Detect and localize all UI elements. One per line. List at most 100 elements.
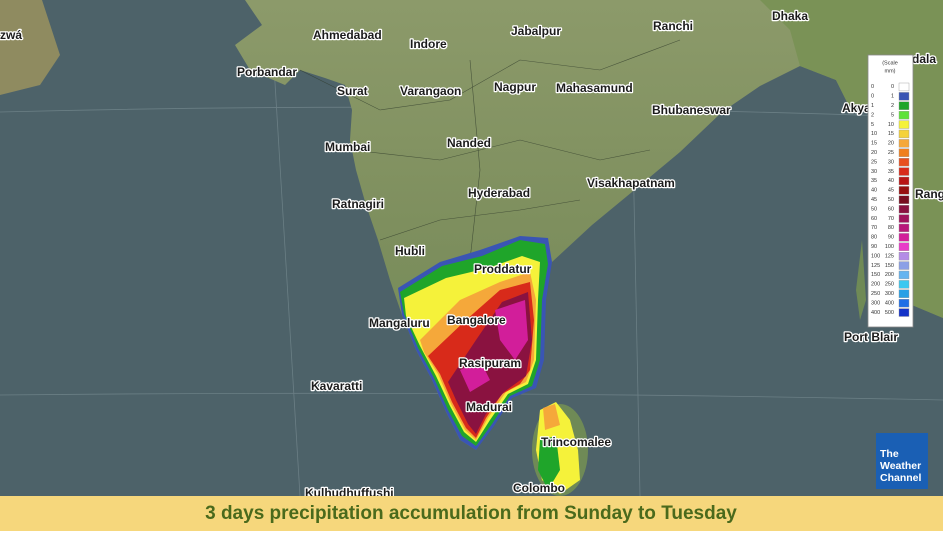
legend-swatch xyxy=(898,242,910,251)
legend-to: 40 xyxy=(888,178,894,184)
city-label: Jabalpur xyxy=(511,24,561,38)
legend-swatch xyxy=(898,261,910,270)
legend-swatch xyxy=(898,186,910,195)
legend-swatch xyxy=(898,251,910,261)
city-label: dala xyxy=(912,52,936,66)
legend-from: 10 xyxy=(871,131,877,137)
city-label: Ratnagiri xyxy=(332,197,384,211)
legend-to: 15 xyxy=(888,131,894,137)
legend-from: 125 xyxy=(871,263,880,269)
legend-from: 0 xyxy=(871,84,874,90)
legend-swatch xyxy=(898,308,910,317)
legend-to: 25 xyxy=(888,150,894,156)
legend-from: 50 xyxy=(871,206,877,212)
legend-from: 0 xyxy=(871,94,874,100)
legend-swatch xyxy=(898,214,910,223)
legend-swatch xyxy=(898,299,910,308)
logo: The Weather Channel xyxy=(876,433,928,489)
city-label: Porbandar xyxy=(237,65,297,79)
legend-title: (Scale xyxy=(882,60,898,66)
legend-from: 80 xyxy=(871,235,877,241)
legend-from: 90 xyxy=(871,244,877,250)
legend-to: 10 xyxy=(888,122,894,128)
legend-from: 60 xyxy=(871,216,877,222)
legend-to: 30 xyxy=(888,159,894,165)
legend-from: 5 xyxy=(871,122,874,128)
city-label: Dhaka xyxy=(772,9,808,23)
legend-swatch xyxy=(898,120,910,129)
legend-from: 40 xyxy=(871,188,877,194)
legend-from: 45 xyxy=(871,197,877,203)
city-label: Indore xyxy=(410,37,447,51)
city-label: Bangalore xyxy=(447,313,506,327)
legend-swatch xyxy=(898,101,910,110)
legend-from: 25 xyxy=(871,159,877,165)
legend-swatch xyxy=(898,176,910,186)
city-label: Ahmedabad xyxy=(313,28,382,42)
legend-swatch xyxy=(898,270,910,280)
city-label: Port Blair xyxy=(844,330,898,344)
city-label: Trincomalee xyxy=(541,435,611,449)
legend-from: 300 xyxy=(871,300,880,306)
city-label: Rasipuram xyxy=(459,356,521,370)
legend-swatch xyxy=(898,204,910,214)
legend-to: 300 xyxy=(885,291,894,297)
legend-to: 50 xyxy=(888,197,894,203)
city-labels: zwá Ahmedabad Indore Jabalpur Ranchi Dhaka dal… xyxy=(0,8,943,502)
caption-bar xyxy=(0,496,943,531)
city-label: Kavaratti xyxy=(311,379,362,393)
logo-text: Channel xyxy=(880,472,922,484)
legend-swatch xyxy=(898,110,910,120)
logo-text: The xyxy=(880,448,899,460)
legend-swatch xyxy=(898,167,910,176)
legend-to: 500 xyxy=(885,310,894,316)
legend-from: 200 xyxy=(871,282,880,288)
legend-from: 70 xyxy=(871,225,877,231)
legend-from: 400 xyxy=(871,310,880,316)
legend-swatch xyxy=(898,92,910,101)
legend-to: 35 xyxy=(888,169,894,175)
city-label: Bhubaneswar xyxy=(652,103,731,117)
city-label: Proddatur xyxy=(474,262,532,276)
land xyxy=(856,240,866,320)
legend-swatch xyxy=(898,139,910,148)
legend-to: 1 xyxy=(891,94,894,100)
legend-swatch xyxy=(898,157,910,167)
city-label: Rang xyxy=(915,187,943,201)
city-label: Mangaluru xyxy=(369,316,430,330)
legend-to: 90 xyxy=(888,235,894,241)
legend-title: mm) xyxy=(885,68,896,74)
city-label: Varangaon xyxy=(400,84,461,98)
legend-from: 2 xyxy=(871,112,874,118)
legend-from: 20 xyxy=(871,150,877,156)
legend-from: 150 xyxy=(871,272,880,278)
legend-to: 150 xyxy=(885,263,894,269)
legend-from: 250 xyxy=(871,291,880,297)
city-label: Colombo xyxy=(513,481,565,495)
legend-to: 200 xyxy=(885,272,894,278)
legend-to: 250 xyxy=(885,282,894,288)
legend-to: 20 xyxy=(888,141,894,147)
legend-from: 35 xyxy=(871,178,877,184)
city-label: Madurai xyxy=(466,400,512,414)
legend-swatch xyxy=(898,223,910,233)
rain-field xyxy=(398,236,580,494)
legend-swatch xyxy=(898,280,910,289)
city-label: Mahasamund xyxy=(556,81,633,95)
city-label: zwá xyxy=(0,28,22,42)
legend-to: 5 xyxy=(891,112,894,118)
logo-box xyxy=(876,433,928,489)
city-label: Ranchi xyxy=(653,19,693,33)
city-label: Nagpur xyxy=(494,80,536,94)
legend-swatch xyxy=(898,148,910,157)
city-label: Akya xyxy=(842,101,871,115)
legend-to: 70 xyxy=(888,216,894,222)
legend-from: 30 xyxy=(871,169,877,175)
legend-to: 80 xyxy=(888,225,894,231)
legend-from: 1 xyxy=(871,103,874,109)
legend-from: 15 xyxy=(871,141,877,147)
legend-swatch xyxy=(898,195,910,204)
city-label: Hyderabad xyxy=(468,186,530,200)
